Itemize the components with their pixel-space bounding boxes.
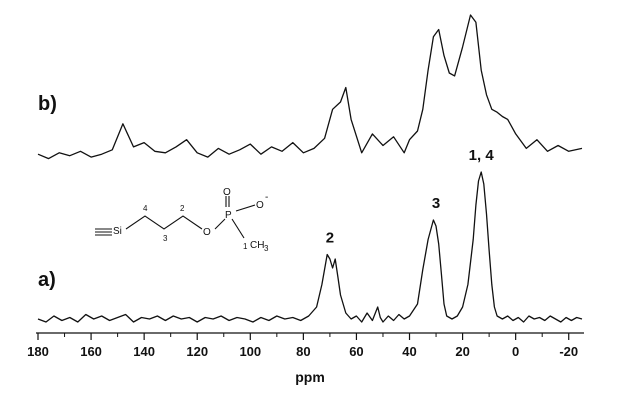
panel-label-b: b) bbox=[38, 93, 57, 115]
ch3-subscript: 3 bbox=[264, 244, 269, 253]
x-tick-label: 40 bbox=[402, 344, 416, 359]
x-tick-label: 20 bbox=[455, 344, 469, 359]
atom-o-double: O bbox=[223, 187, 231, 198]
bond-o-p bbox=[214, 218, 226, 230]
x-axis-ticks: 180 160 140 120 100 80 60 40 20 0 -20 bbox=[27, 333, 578, 359]
atom-o-link: O bbox=[203, 227, 211, 238]
spectrum-b-line bbox=[37, 14, 583, 160]
atom-o-minus: O bbox=[256, 200, 264, 211]
peak-label: 1, 4 bbox=[469, 147, 495, 164]
x-tick-label: 0 bbox=[512, 344, 519, 359]
x-tick-label: 160 bbox=[80, 344, 102, 359]
atom-si: Si bbox=[113, 226, 122, 237]
x-tick-label: 100 bbox=[239, 344, 261, 359]
carbon-number-1: 1 bbox=[243, 242, 248, 251]
chemical-structure: Si O P O O - CH 3 1 2 3 4 bbox=[95, 187, 269, 253]
panel-label-a: a) bbox=[38, 269, 56, 291]
spectrum-a-line bbox=[37, 171, 583, 323]
spectrum-b-group: b) bbox=[37, 14, 583, 160]
bond-p-ch3 bbox=[231, 218, 245, 239]
peak-label: 2 bbox=[326, 230, 334, 247]
x-tick-label: 140 bbox=[133, 344, 155, 359]
bond-p-o-minus bbox=[235, 204, 256, 212]
x-tick-label: 80 bbox=[296, 344, 310, 359]
x-tick-label: -20 bbox=[559, 344, 578, 359]
peak-annotations: 2 3 1, 4 bbox=[326, 147, 495, 247]
group-ch3: CH bbox=[250, 240, 264, 251]
x-tick-label: 180 bbox=[27, 344, 49, 359]
charge-minus: - bbox=[265, 192, 268, 203]
x-axis-title: ppm bbox=[295, 369, 325, 385]
propyl-chain bbox=[125, 215, 203, 230]
carbon-number-4: 4 bbox=[143, 204, 148, 213]
atom-p: P bbox=[225, 210, 232, 221]
spectrum-a-group: a) bbox=[37, 171, 583, 323]
x-tick-label: 120 bbox=[186, 344, 208, 359]
x-tick-label: 60 bbox=[349, 344, 363, 359]
peak-label: 3 bbox=[432, 195, 440, 212]
carbon-number-3: 3 bbox=[163, 234, 168, 243]
x-axis: 180 160 140 120 100 80 60 40 20 0 -20 ppm bbox=[27, 332, 584, 385]
carbon-number-2: 2 bbox=[180, 204, 185, 213]
